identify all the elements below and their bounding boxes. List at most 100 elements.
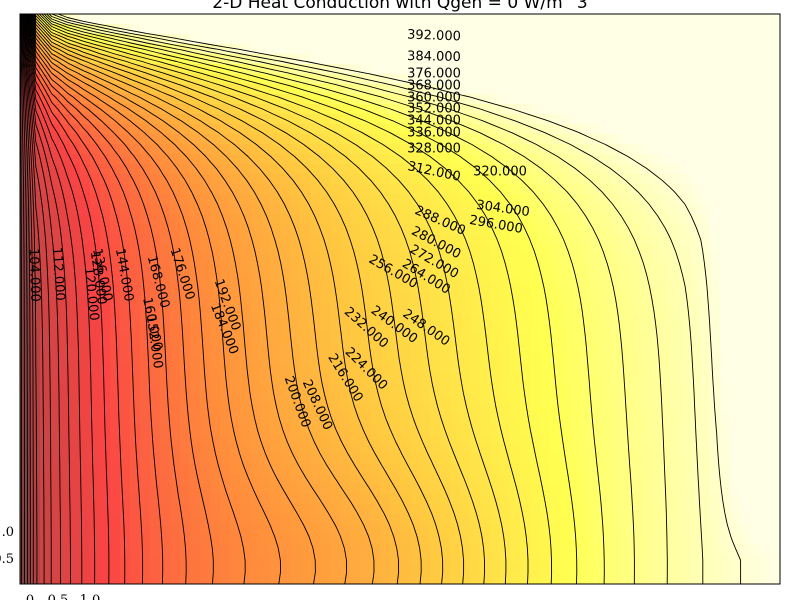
field-cell bbox=[670, 324, 681, 335]
field-cell bbox=[690, 124, 701, 135]
field-cell bbox=[300, 454, 311, 465]
field-cell bbox=[330, 84, 341, 95]
field-cell bbox=[70, 414, 81, 425]
field-cell bbox=[200, 264, 211, 275]
field-cell bbox=[620, 414, 631, 425]
field-cell bbox=[30, 344, 41, 355]
field-cell bbox=[320, 404, 331, 415]
field-cell bbox=[130, 24, 141, 35]
field-cell bbox=[320, 564, 331, 575]
field-cell bbox=[560, 414, 571, 425]
field-cell bbox=[640, 484, 651, 495]
field-cell bbox=[380, 364, 391, 375]
contour-label: 360.000 bbox=[407, 91, 461, 106]
field-cell bbox=[520, 454, 531, 465]
field-cell bbox=[180, 214, 191, 225]
field-cell bbox=[470, 324, 481, 335]
field-cell bbox=[270, 214, 281, 225]
field-cell bbox=[540, 284, 551, 295]
contour-label: 368.000 bbox=[407, 79, 461, 94]
field-cell bbox=[260, 64, 271, 75]
field-cell bbox=[430, 444, 441, 455]
field-cell bbox=[420, 484, 431, 495]
field-cell bbox=[530, 44, 541, 55]
field-cell bbox=[150, 514, 161, 525]
field-cell bbox=[350, 564, 361, 575]
contour-line bbox=[51, 14, 704, 584]
field-cell bbox=[630, 454, 641, 465]
field-cell bbox=[620, 364, 631, 375]
field-cell bbox=[510, 414, 521, 425]
field-cell bbox=[460, 454, 471, 465]
field-cell bbox=[90, 304, 101, 315]
field-cell bbox=[250, 134, 261, 145]
field-cell bbox=[460, 34, 471, 45]
field-cell bbox=[640, 464, 651, 475]
field-cell bbox=[360, 264, 371, 275]
field-cell bbox=[480, 534, 491, 545]
field-cell bbox=[160, 384, 171, 395]
field-cell bbox=[320, 334, 331, 345]
field-cell bbox=[410, 324, 421, 335]
field-cell bbox=[270, 114, 281, 125]
field-cell bbox=[260, 134, 271, 145]
field-cell bbox=[530, 174, 541, 185]
field-cell bbox=[730, 264, 741, 275]
field-cell bbox=[50, 94, 61, 105]
x-tick-label: 0 bbox=[26, 593, 34, 600]
field-cell bbox=[350, 174, 361, 185]
field-cell bbox=[550, 484, 561, 495]
field-cell bbox=[110, 214, 121, 225]
field-cell bbox=[430, 544, 441, 555]
field-cell bbox=[370, 124, 381, 135]
field-cell bbox=[540, 454, 551, 465]
field-cell bbox=[90, 374, 101, 385]
field-cell bbox=[150, 494, 161, 505]
field-cell bbox=[690, 534, 701, 545]
field-cell bbox=[530, 424, 541, 435]
field-cell bbox=[220, 124, 231, 135]
field-cell bbox=[420, 524, 431, 535]
field-cell bbox=[390, 174, 401, 185]
field-cell bbox=[770, 194, 780, 205]
field-cell bbox=[130, 364, 141, 375]
field-cell bbox=[490, 174, 501, 185]
field-cell bbox=[250, 144, 261, 155]
field-cell bbox=[770, 204, 780, 215]
field-cell bbox=[270, 154, 281, 165]
field-cell bbox=[710, 164, 721, 175]
field-cell bbox=[110, 134, 121, 145]
field-cell bbox=[240, 454, 251, 465]
field-cell bbox=[70, 444, 81, 455]
field-cell bbox=[430, 14, 441, 25]
field-cell bbox=[290, 444, 301, 455]
field-cell bbox=[630, 14, 641, 25]
field-cell bbox=[460, 14, 471, 25]
field-cell bbox=[550, 314, 561, 325]
field-cell bbox=[240, 224, 251, 235]
field-cell bbox=[30, 374, 41, 385]
field-cell bbox=[60, 524, 71, 535]
field-cell bbox=[440, 434, 451, 445]
field-cell bbox=[490, 134, 501, 145]
field-cell bbox=[120, 394, 131, 405]
field-cell bbox=[200, 124, 211, 135]
field-cell bbox=[440, 44, 451, 55]
field-cell bbox=[490, 454, 501, 465]
field-cell bbox=[350, 164, 361, 175]
field-cell bbox=[590, 454, 601, 465]
field-cell bbox=[770, 534, 780, 545]
field-cell bbox=[560, 544, 571, 555]
field-cell bbox=[330, 334, 341, 345]
field-cell bbox=[670, 34, 681, 45]
field-cell bbox=[510, 114, 521, 125]
field-cell bbox=[270, 484, 281, 495]
field-cell bbox=[320, 44, 331, 55]
field-cell bbox=[50, 214, 61, 225]
field-cell bbox=[560, 564, 571, 575]
field-cell bbox=[740, 324, 751, 335]
field-cell bbox=[510, 44, 521, 55]
field-cell bbox=[740, 564, 751, 575]
field-cell bbox=[330, 74, 341, 85]
field-cell bbox=[80, 474, 91, 485]
